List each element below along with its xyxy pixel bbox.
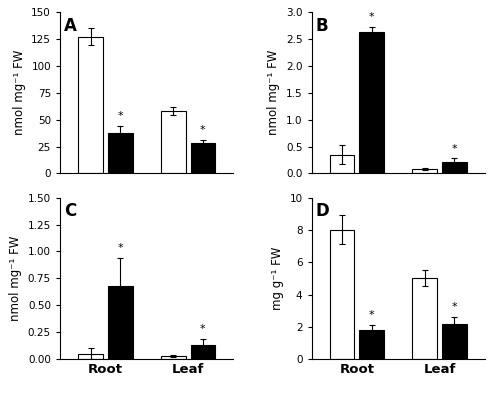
Text: *: * <box>200 125 205 135</box>
Y-axis label: nmol mg⁻¹ FW: nmol mg⁻¹ FW <box>9 236 22 321</box>
Bar <box>442 162 467 174</box>
Bar <box>78 37 103 174</box>
Text: *: * <box>369 310 374 320</box>
Bar <box>442 324 467 359</box>
Bar <box>161 111 186 174</box>
Text: *: * <box>118 111 123 121</box>
Bar <box>412 169 437 174</box>
Bar <box>161 356 186 359</box>
Text: *: * <box>200 324 205 334</box>
Bar <box>108 286 132 359</box>
Text: D: D <box>316 202 330 221</box>
Y-axis label: nmol mg⁻¹ FW: nmol mg⁻¹ FW <box>268 50 280 135</box>
Text: *: * <box>452 302 457 312</box>
Bar <box>190 345 216 359</box>
Bar <box>190 143 216 174</box>
Bar <box>108 132 132 174</box>
Bar <box>360 32 384 174</box>
Text: *: * <box>118 243 123 253</box>
Text: A: A <box>64 17 77 35</box>
Text: B: B <box>316 17 328 35</box>
Text: *: * <box>452 144 457 154</box>
Bar <box>360 330 384 359</box>
Y-axis label: nmol mg⁻¹ FW: nmol mg⁻¹ FW <box>12 50 26 135</box>
Bar <box>330 154 354 174</box>
Bar <box>78 354 103 359</box>
Y-axis label: mg g⁻¹ FW: mg g⁻¹ FW <box>271 247 284 310</box>
Text: *: * <box>369 12 374 22</box>
Bar <box>412 279 437 359</box>
Text: C: C <box>64 202 76 221</box>
Bar <box>330 230 354 359</box>
